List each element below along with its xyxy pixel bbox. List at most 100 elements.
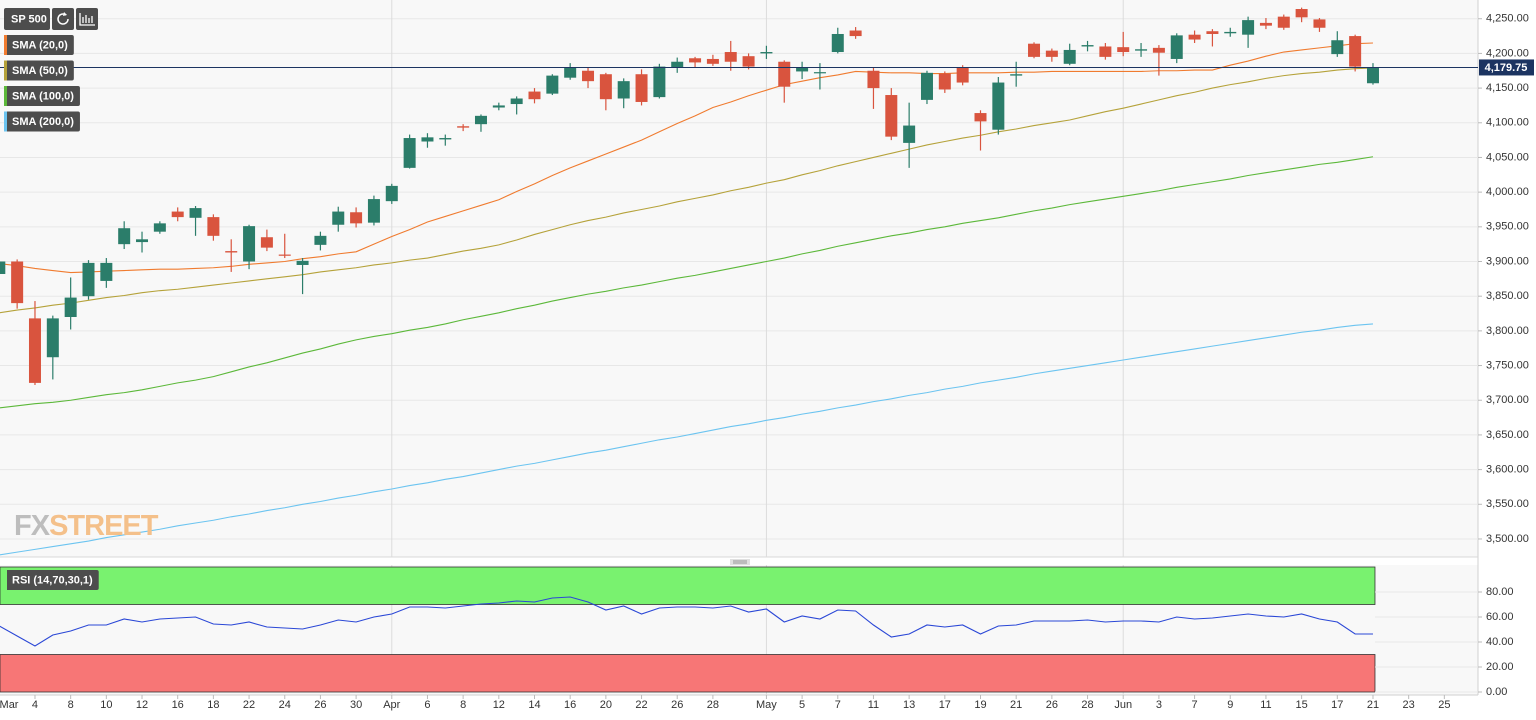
candle-body: [1170, 35, 1183, 59]
candle-body: [332, 211, 345, 225]
rsi-title: RSI (14,70,30,1): [12, 574, 93, 586]
y-tick-label: 4,150.00: [1486, 82, 1529, 94]
legend-item[interactable]: SMA (20,0): [4, 35, 74, 55]
overbought-zone: [0, 566, 1376, 605]
candle-body: [314, 235, 327, 245]
candle-body: [1063, 49, 1076, 64]
candle-body: [742, 56, 755, 67]
x-tick-label: 11: [868, 699, 879, 711]
candle-body: [1099, 46, 1112, 57]
rsi-legend[interactable]: RSI (14,70,30,1): [4, 570, 99, 590]
x-tick-label: 22: [243, 699, 255, 711]
refresh-box[interactable]: [52, 8, 74, 30]
chart-type-box[interactable]: [76, 8, 98, 30]
rsi-tick-label: 60.00: [1486, 611, 1514, 623]
candle-body: [28, 318, 41, 383]
legend-item[interactable]: SMA (100,0): [4, 86, 80, 106]
last-price-label: 4,179.75: [1485, 62, 1528, 74]
watermark-street: STREET: [49, 510, 159, 542]
symbol-box[interactable]: [4, 8, 50, 30]
x-tick-label: 8: [68, 699, 74, 711]
legend-swatch: [4, 35, 7, 55]
pane-divider-handle[interactable]: [730, 559, 750, 565]
candle-body: [653, 66, 666, 98]
x-tick-label: Jun: [1114, 699, 1132, 711]
candle-body: [385, 185, 398, 202]
candle-body: [1135, 49, 1148, 51]
candle-body: [296, 260, 309, 265]
candle-body: [1313, 19, 1326, 28]
rsi-line: [0, 596, 1373, 647]
x-tick-label: 12: [136, 699, 148, 711]
candle-body: [938, 73, 951, 90]
y-tick-label: 3,700.00: [1486, 394, 1529, 406]
x-tick-label: 21: [1367, 699, 1379, 711]
rsi-legend-swatch: [4, 570, 7, 590]
y-tick-label: 3,800.00: [1486, 325, 1529, 337]
candle-body: [1349, 36, 1362, 67]
y-tick-label: 3,950.00: [1486, 221, 1529, 233]
x-tick-label: 15: [1295, 699, 1307, 711]
oversold-zone: [0, 654, 1376, 693]
x-tick-label: 3: [1156, 699, 1162, 711]
watermark: FXSTREET: [14, 510, 159, 542]
candle-body: [1081, 45, 1094, 47]
candle-body: [1366, 67, 1379, 84]
legend-label: SMA (200,0): [12, 116, 74, 128]
legend-label: SMA (100,0): [12, 90, 74, 102]
candle-body: [564, 67, 577, 78]
candle-body: [100, 262, 113, 281]
candle-body: [403, 138, 416, 168]
sma-line: [0, 67, 1374, 314]
x-tick-label: Apr: [383, 699, 400, 711]
y-tick-label: 3,550.00: [1486, 498, 1529, 510]
watermark-fx: FX: [14, 510, 51, 542]
candle-body: [582, 70, 595, 82]
candle-body: [207, 217, 220, 236]
candle-body: [617, 81, 630, 99]
candle-body: [724, 52, 737, 62]
y-tick-label: 3,500.00: [1486, 533, 1529, 545]
rsi-legend-box: [4, 570, 99, 590]
legend-box: [4, 86, 80, 106]
x-tick-label: 5: [799, 699, 805, 711]
legend-item[interactable]: SMA (50,0): [4, 60, 74, 81]
x-tick-label: 20: [600, 699, 612, 711]
candle-body: [706, 58, 719, 64]
candles-layer: [0, 7, 1379, 385]
candle-body: [421, 137, 434, 142]
symbol-title: SP 500: [11, 13, 47, 25]
candle-body: [1331, 40, 1344, 55]
x-tick-label: 28: [707, 699, 719, 711]
rsi-tick-label: 80.00: [1486, 586, 1514, 598]
x-tick-label: 14: [528, 699, 540, 711]
x-tick-label: 17: [939, 699, 951, 711]
sma-line: [0, 323, 1374, 556]
candle-body: [1010, 74, 1023, 76]
candle-body: [457, 126, 470, 128]
x-tick-label: 21: [1010, 699, 1022, 711]
chart-type-button[interactable]: [76, 8, 98, 30]
x-tick-label: 18: [207, 699, 219, 711]
x-tick-label: 9: [1227, 699, 1233, 711]
candle-body: [1117, 47, 1130, 53]
x-tick-label: 24: [279, 699, 291, 711]
x-tick-label: 26: [1046, 699, 1058, 711]
candle-body: [118, 228, 131, 245]
x-tick-label: 11: [1260, 699, 1271, 711]
candle-body: [813, 72, 826, 74]
candle-body: [136, 239, 149, 243]
refresh-button[interactable]: [52, 8, 74, 30]
candle-body: [474, 115, 487, 125]
candle-body: [1152, 47, 1165, 53]
y-tick-label: 4,050.00: [1486, 151, 1529, 163]
x-tick-label: 16: [564, 699, 576, 711]
legend-swatch: [4, 60, 7, 81]
handle[interactable]: [730, 559, 750, 565]
x-tick-label: 19: [974, 699, 986, 711]
legend-item[interactable]: SMA (200,0): [4, 111, 80, 132]
y-tick-label: 4,250.00: [1486, 13, 1529, 25]
candle-body: [367, 199, 380, 223]
